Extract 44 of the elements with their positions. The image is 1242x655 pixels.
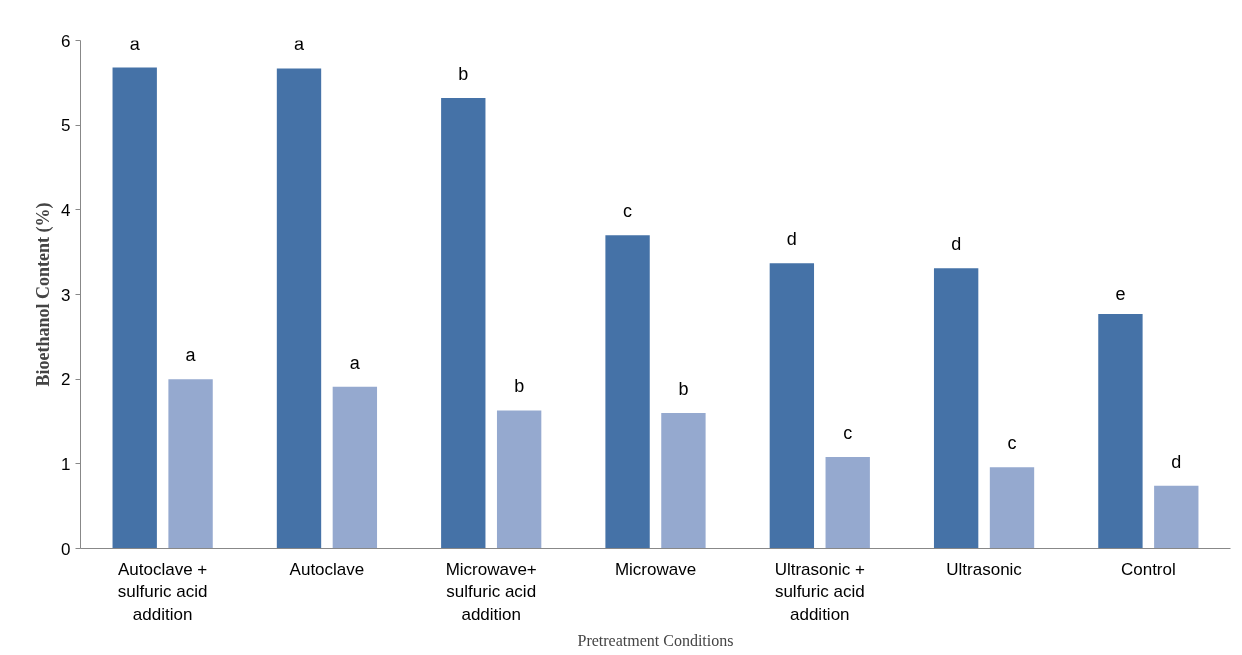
- data-label: c: [623, 201, 633, 222]
- data-label: b: [458, 64, 469, 85]
- bar: [989, 467, 1035, 549]
- x-tick-label: Microwave: [614, 559, 697, 579]
- bar: [112, 67, 157, 549]
- y-axis-title: Bioethanol Content (%): [33, 202, 55, 387]
- y-tick-label: 5: [61, 116, 71, 136]
- x-tick-label: Microwave+ sulfuric acid addition: [445, 559, 537, 625]
- x-tick-label: Ultrasonic + sulfuric acid addition: [774, 559, 865, 625]
- y-tick-label: 4: [61, 200, 71, 220]
- x-tick-label: Autoclave + sulfuric acid addition: [117, 559, 208, 625]
- bar: [933, 268, 979, 549]
- bar: [496, 410, 542, 549]
- bar: [605, 235, 650, 549]
- data-label: c: [1007, 433, 1017, 454]
- bar: [661, 413, 706, 549]
- data-label: b: [514, 376, 525, 397]
- bar: [769, 263, 815, 549]
- data-label: b: [678, 379, 689, 400]
- data-label: d: [951, 234, 962, 255]
- bar: [825, 457, 870, 549]
- data-label: a: [349, 352, 361, 373]
- data-label: a: [185, 345, 197, 366]
- data-label: e: [1115, 283, 1126, 304]
- data-label: c: [843, 423, 853, 444]
- data-label: d: [1171, 451, 1182, 472]
- bar: [1098, 313, 1143, 549]
- bar: [441, 98, 486, 549]
- x-axis-title: Pretreatment Conditions: [577, 632, 734, 650]
- bar: [1154, 485, 1199, 549]
- bar: [276, 68, 322, 549]
- bar: [168, 379, 213, 549]
- data-label: a: [129, 33, 141, 54]
- y-tick-label: 1: [61, 454, 71, 474]
- y-tick-label: 2: [61, 370, 71, 390]
- x-tick-label: Ultrasonic: [946, 559, 1023, 579]
- y-tick-label: 6: [61, 31, 71, 51]
- y-tick-label: 0: [61, 539, 71, 559]
- data-label: a: [293, 34, 305, 55]
- bar: [332, 386, 378, 549]
- x-tick-label: Autoclave: [289, 559, 365, 579]
- y-tick-label: 3: [61, 285, 71, 305]
- x-tick-label: Control: [1120, 559, 1176, 579]
- data-label: d: [786, 229, 797, 250]
